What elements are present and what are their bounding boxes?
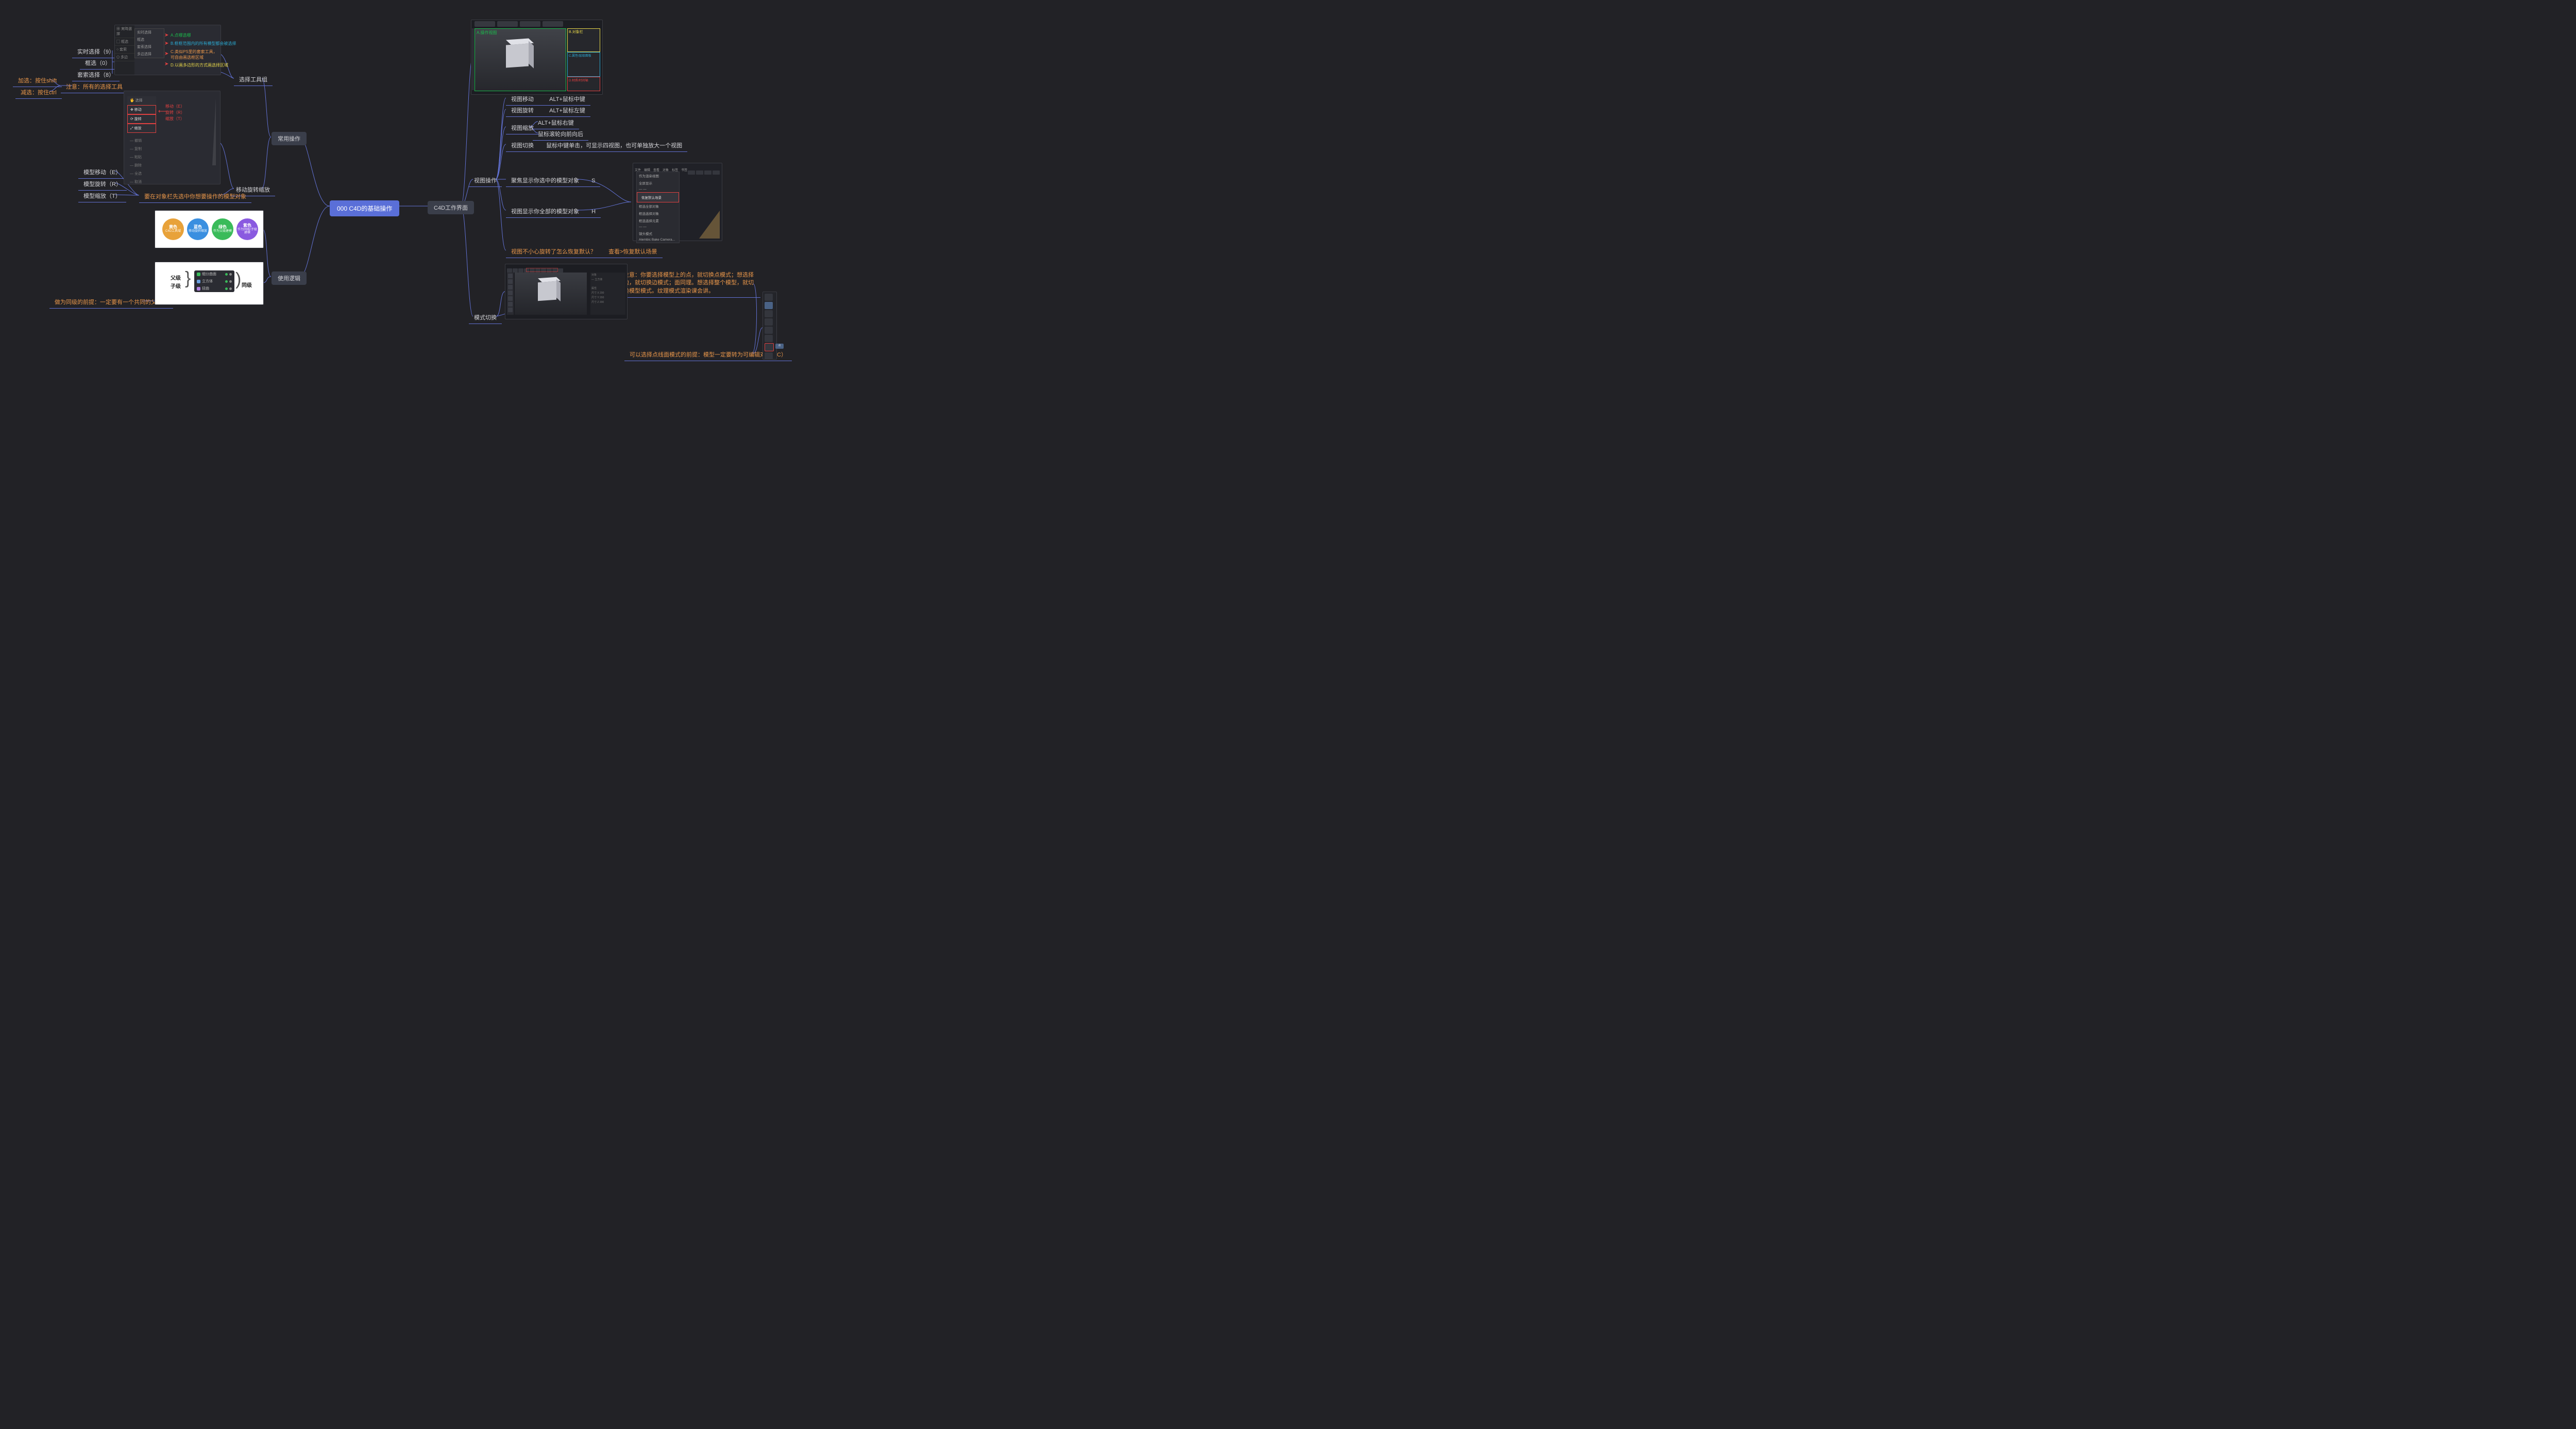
node-view-rot[interactable]: 视图旋转 ALT+鼠标左键 (506, 104, 590, 117)
key: 鼠标中键单击，可显示四视图，也可单独放大一个视图 (546, 143, 682, 149)
anno-d: D.以画多边形的方式画选择区域 (171, 62, 228, 68)
thumb-mode-switch: 对象— 立方体 属性尺寸 X 200尺寸 Y 200尺寸 Z 200 (505, 264, 628, 319)
thumb-menu-restore: 文件编辑查看对象标签书签 作为渲染视图全屏显示— —恢复默认场景框选全部对象框选… (633, 163, 722, 241)
thumb-c4d-interface: A.操作视图 B.对象栏 C.属性/层级面板 D.材质/时间轴 (471, 20, 603, 95)
label: 视图显示你全部的模型对象 (511, 209, 579, 215)
node-move-e[interactable]: 模型移动（E） (78, 166, 126, 179)
node-common[interactable]: 常用操作 (272, 132, 307, 145)
node-select-group[interactable]: 选择工具组 (234, 73, 273, 86)
lbl-child: 子级 (171, 282, 181, 290)
lbl-a: A.操作视图 (477, 30, 497, 36)
node-focus-sel[interactable]: 聚焦显示你选中的模型对象 S (506, 174, 600, 187)
label: 聚焦显示你选中的模型对象 (511, 178, 579, 184)
key: ALT+鼠标中键 (549, 96, 585, 103)
key: H (591, 209, 596, 215)
node-rect[interactable]: 框选（0） (80, 57, 116, 70)
key: S (591, 178, 595, 184)
node-workspace[interactable]: C4D工作界面 (428, 201, 474, 214)
label: 视图不小心旋转了怎么恢复默认？ (511, 249, 596, 255)
node-logic[interactable]: 使用逻辑 (272, 271, 307, 285)
lbl-b: B.对象栏 (568, 29, 600, 35)
thumb-tool-list: 🖐 选择 ✥ 移动 ⟳ 旋转 ⤢ 缩放 ⟵ 移动（E） 旋转（R） 缩放（T） … (124, 91, 221, 184)
lbl-d: D.材质/时间轴 (568, 77, 600, 83)
lbl-parent: 父级 (171, 274, 181, 281)
lbl-c: C.属性/层级面板 (568, 53, 600, 58)
node-must-select[interactable]: 要在对象栏先选中你想要操作的模型对象 (139, 190, 251, 203)
key: ALT+鼠标左键 (549, 108, 585, 114)
thumb-color-circles: 黄色C4D工具域蓝色移动旋转缩放绿色作为父级建模紫色作为同级/子级建模 (155, 210, 264, 248)
node-focus-all[interactable]: 视图显示你全部的模型对象 H (506, 205, 601, 218)
thumb-hierarchy: 父级 子级 } 细分曲面立方体扭曲 ) 同级 (155, 262, 264, 305)
anno-a: A.点哪选哪 (171, 32, 191, 38)
thumb-mode-toolbar: 点 (762, 292, 777, 360)
node-restore[interactable]: 视图不小心旋转了怎么恢复默认？ 查看>恢复默认场景 (506, 245, 663, 258)
ans: 查看>恢复默认场景 (608, 249, 657, 255)
root-node[interactable]: 000 C4D的基础操作 (330, 200, 399, 216)
thumb-selection-tools: ▦ 実時選擇▢ 框选○ 套索⬠ 多边 实时选择框选套索选择多边选择 ➤ ➤ ➤ … (114, 25, 221, 75)
anno-c: C.类似PS里的套索工具，可自由画选框区域 (171, 49, 219, 60)
label: 视图旋转 (511, 108, 534, 114)
node-scale-t[interactable]: 模型缩放（T） (78, 190, 126, 202)
label: 视图切换 (511, 143, 534, 149)
label: 视图移动 (511, 96, 534, 103)
anno-b: B.框框范围内的所有模型都会被选择 (171, 41, 236, 46)
node-note-all[interactable]: 注意：所有的选择工具 (61, 80, 128, 93)
node-rot-r[interactable]: 模型旋转（R） (78, 178, 127, 191)
node-mode-switch[interactable]: 模式切换 (469, 311, 502, 324)
node-sub-sel[interactable]: 减选：按住ctrl (15, 86, 62, 99)
lbl-sibling: 同级 (242, 281, 252, 288)
node-view-switch[interactable]: 视图切换 鼠标中键单击，可显示四视图，也可单独放大一个视图 (506, 139, 687, 152)
node-add-sel[interactable]: 加选：按住shift (13, 74, 62, 87)
node-mode-note[interactable]: 注意：你要选择模型上的点，就切换点模式；想选择边，就切换边模式；面同理。想选择整… (618, 269, 760, 298)
node-lasso[interactable]: 套索选择（8） (72, 69, 120, 81)
node-view-ops[interactable]: 视图操作 (469, 174, 502, 187)
